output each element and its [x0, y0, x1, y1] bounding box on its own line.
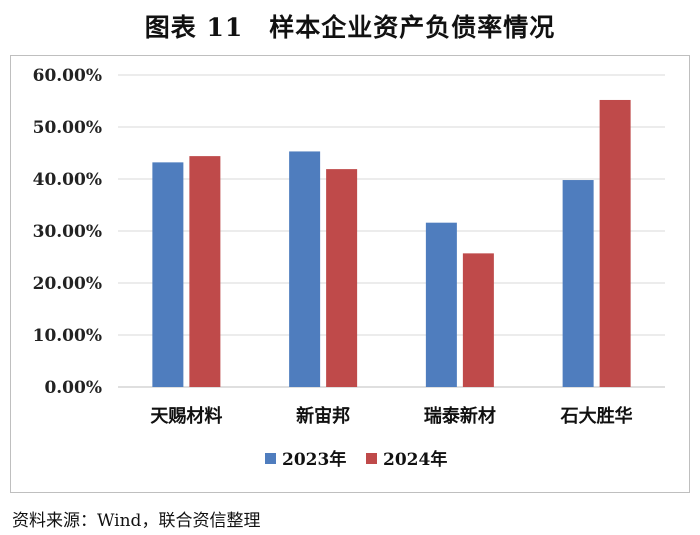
bar-2024	[462, 253, 494, 387]
legend-label: 2023年	[282, 449, 346, 470]
y-tick-label: 50.00%	[33, 118, 102, 138]
bar-2023	[289, 151, 321, 387]
bar-2024	[189, 156, 221, 387]
y-tick-label: 20.00%	[33, 274, 102, 294]
legend-label: 2024年	[383, 449, 447, 470]
y-tick-label: 60.00%	[33, 66, 102, 86]
y-tick-label: 10.00%	[33, 326, 102, 346]
figure-title: 样本企业资产负债率情况	[269, 13, 556, 42]
source-note: 资料来源：Wind，联合资信整理	[12, 511, 261, 531]
chart-title: 图表 11 样本企业资产负债率情况	[0, 8, 700, 44]
bar-2024	[599, 99, 631, 388]
bar-2023	[425, 222, 457, 387]
bar-chart: 0.00% 10.00% 20.00% 30.00% 40.00% 50.00% 60.00…	[33, 66, 665, 470]
legend-swatch	[265, 453, 276, 464]
y-tick-label: 40.00%	[33, 170, 102, 190]
legend-swatch	[366, 453, 377, 464]
bar-2023	[562, 180, 594, 387]
y-tick-label: 30.00%	[33, 222, 102, 242]
y-tick-label: 0.00%	[44, 378, 102, 398]
x-tick-label: 天赐材料	[150, 405, 222, 427]
x-tick-label: 新宙邦	[296, 405, 350, 427]
x-tick-label: 瑞泰新材	[424, 405, 496, 427]
x-tick-label: 石大胜华	[560, 405, 633, 427]
bar-2023	[152, 162, 184, 387]
bar-2024	[326, 169, 358, 387]
figure-number: 图表 11	[144, 13, 244, 42]
